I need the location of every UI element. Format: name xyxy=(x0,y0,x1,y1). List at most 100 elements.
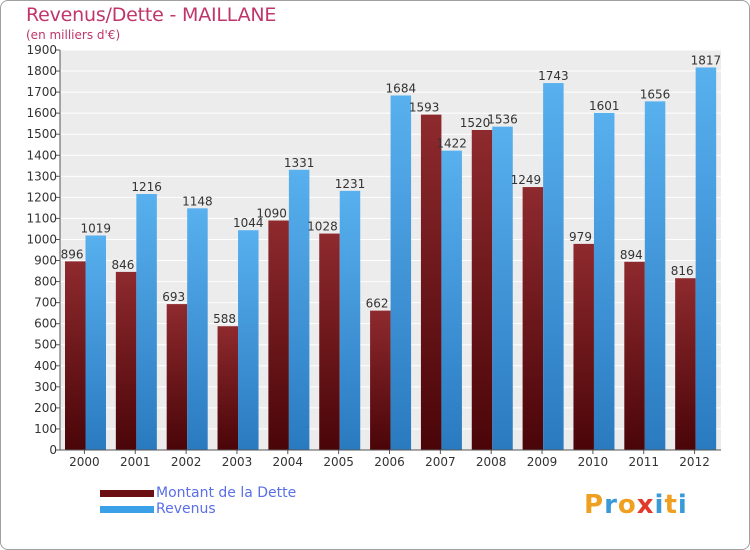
y-tick-label: 900 xyxy=(34,254,57,268)
data-label-revenue: 1231 xyxy=(335,177,366,191)
data-label-debt: 894 xyxy=(620,248,643,262)
logo-letter: o xyxy=(617,490,637,520)
data-label-revenue: 1743 xyxy=(538,69,569,83)
logo-letter: P xyxy=(584,490,605,520)
bar-revenue xyxy=(85,235,106,450)
legend-label-debt: Montant de la Dette xyxy=(156,485,297,501)
bar-debt xyxy=(217,326,239,450)
data-label-revenue: 1684 xyxy=(386,81,417,95)
logo-letter: i xyxy=(677,490,688,520)
y-tick-label: 700 xyxy=(34,296,57,310)
data-label-revenue: 1019 xyxy=(80,221,111,235)
logo-letter: x xyxy=(636,490,655,520)
y-tick-label: 1900 xyxy=(26,43,57,57)
legend-swatch-revenue xyxy=(100,506,154,513)
axes: 0 100 200 300 400 500 600 700 800 900 1000 1100 1200… xyxy=(26,43,721,469)
bar-debt xyxy=(319,233,340,450)
bar-revenue xyxy=(543,83,564,450)
y-tick-label: 500 xyxy=(34,338,57,352)
bar-debt xyxy=(573,243,594,450)
bar-debt xyxy=(624,261,645,450)
x-tick-label: 2011 xyxy=(628,455,659,469)
bar-revenue xyxy=(492,126,513,450)
x-tick-label: 2004 xyxy=(273,455,304,469)
y-tick-label: 100 xyxy=(34,422,57,436)
data-label-debt: 1520 xyxy=(460,116,491,130)
logo-letter: r xyxy=(604,490,618,520)
data-label-revenue: 1601 xyxy=(589,99,620,113)
data-label-debt: 1028 xyxy=(307,220,338,234)
data-label-revenue: 1216 xyxy=(131,180,162,194)
data-label-revenue: 1148 xyxy=(182,194,213,208)
data-label-debt: 1090 xyxy=(256,207,287,221)
y-tick-label: 1200 xyxy=(26,190,57,204)
data-label-revenue: 1536 xyxy=(487,113,518,127)
data-label-debt: 588 xyxy=(213,312,236,326)
bar-debt xyxy=(471,130,493,450)
bar-revenue xyxy=(288,169,310,450)
bar-revenue xyxy=(593,112,615,451)
x-tick-label: 2008 xyxy=(476,455,507,469)
y-tick-label: 200 xyxy=(34,401,57,415)
x-tick-label: 2003 xyxy=(222,455,253,469)
bar-debt xyxy=(522,187,544,451)
bar-revenue xyxy=(390,95,412,450)
bar-revenue xyxy=(695,67,717,450)
legend-swatch-debt xyxy=(100,490,154,497)
data-label-debt: 816 xyxy=(671,264,694,278)
y-tick-label: 1100 xyxy=(26,211,57,225)
bar-debt xyxy=(420,114,442,450)
bar-revenue xyxy=(441,150,462,450)
data-label-debt: 693 xyxy=(162,290,185,304)
bar-revenue xyxy=(339,190,361,450)
y-tick-label: 1700 xyxy=(26,85,57,99)
data-label-debt: 896 xyxy=(61,247,84,261)
bar-debt xyxy=(268,220,289,450)
y-tick-label: 300 xyxy=(34,380,57,394)
data-label-revenue: 1817 xyxy=(691,53,722,67)
data-label-revenue: 1044 xyxy=(233,216,264,230)
bar-revenue xyxy=(136,194,157,450)
y-tick-label: 1400 xyxy=(26,148,57,162)
bar-revenue xyxy=(238,230,259,450)
x-tick-label: 2010 xyxy=(578,455,609,469)
bar-debt xyxy=(166,304,188,450)
y-tick-label: 0 xyxy=(49,443,57,457)
logo-letter: t xyxy=(664,490,678,520)
proxiti-logo: Proxiti xyxy=(584,490,688,520)
data-label-debt: 1593 xyxy=(409,101,440,115)
x-tick-label: 2007 xyxy=(425,455,456,469)
y-tick-label: 1800 xyxy=(26,64,57,78)
y-tick-label: 600 xyxy=(34,317,57,331)
bar-revenue xyxy=(187,208,208,450)
bar-debt xyxy=(370,310,391,450)
bar-debt xyxy=(115,271,137,450)
logo-letter: i xyxy=(654,490,665,520)
bar-debt xyxy=(65,261,86,450)
x-tick-label: 2006 xyxy=(374,455,405,469)
data-label-revenue: 1656 xyxy=(640,87,671,101)
x-tick-label: 2005 xyxy=(323,455,354,469)
y-tick-label: 800 xyxy=(34,275,57,289)
legend-label-revenue: Revenus xyxy=(156,501,216,517)
x-tick-label: 2000 xyxy=(69,455,100,469)
data-label-debt: 846 xyxy=(111,258,134,272)
x-tick-label: 2009 xyxy=(527,455,558,469)
data-label-revenue: 1422 xyxy=(436,137,467,151)
chart-title: Revenus/Dette - MAILLANE xyxy=(26,4,277,26)
chart-subtitle: (en milliers d'€) xyxy=(26,28,121,42)
bar-debt xyxy=(675,278,696,450)
y-tick-label: 1000 xyxy=(26,232,57,246)
y-tick-label: 1300 xyxy=(26,169,57,183)
y-tick-label: 1600 xyxy=(26,106,57,120)
x-tick-label: 2001 xyxy=(120,455,151,469)
data-label-revenue: 1331 xyxy=(284,156,315,170)
x-tick-label: 2012 xyxy=(679,455,710,469)
data-label-debt: 1249 xyxy=(511,173,542,187)
y-tick-label: 400 xyxy=(34,359,57,373)
bar-revenue xyxy=(644,101,666,451)
data-label-debt: 979 xyxy=(569,230,592,244)
x-tick-label: 2002 xyxy=(171,455,202,469)
